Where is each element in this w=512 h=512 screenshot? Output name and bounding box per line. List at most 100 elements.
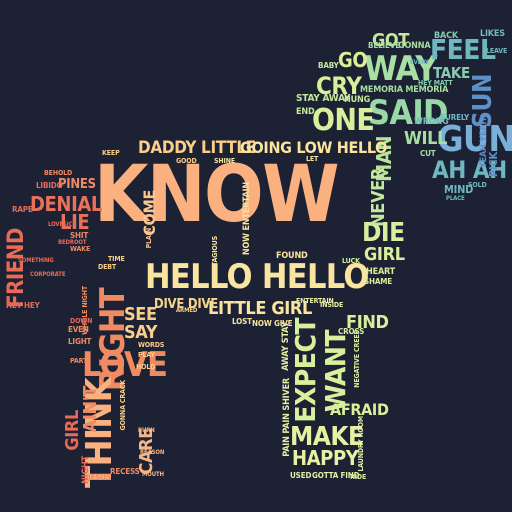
word-feel: FEEL <box>430 33 496 66</box>
word-likes: LIKES <box>480 29 505 39</box>
word-stay-away: STAY AWAY <box>296 93 351 104</box>
word-heart: HEART <box>366 267 396 277</box>
word-know: KNOW <box>94 150 340 240</box>
word-one: ONE <box>312 103 375 138</box>
word-friend: FRIEND <box>4 228 29 309</box>
word-every: EVERY <box>410 59 429 66</box>
word-hey-hey: HEY HEY <box>6 301 40 310</box>
word-lovesick: LOVESICK <box>48 221 77 228</box>
word-way: WAY <box>364 49 437 89</box>
word-die: DIE <box>362 218 405 248</box>
word-pain-pain-shiver: PAIN PAIN SHIVER <box>282 378 292 457</box>
word-see: SEE <box>124 304 157 325</box>
word-bedroot: BEDROOT <box>58 239 87 246</box>
word-love: LOVE <box>82 345 168 385</box>
word-gotta-find: GOTTA FIND <box>312 471 360 480</box>
word-debt: DEBT <box>98 263 117 271</box>
word-jesus: JESUS <box>88 473 112 482</box>
word-laundry-room: LAUNDRY ROOM <box>357 416 365 472</box>
word-whole-night: WHOLE NIGHT <box>81 286 89 335</box>
word-believe: BELIEVE <box>368 41 400 50</box>
word-hey-matt: HEY MATT <box>418 79 453 87</box>
word-wrong: WRONG <box>414 117 449 127</box>
word-place: PLACE <box>446 195 465 202</box>
word-find: FIND <box>346 312 389 333</box>
word-luck: LUCK <box>342 257 360 265</box>
word-girl-red: GIRL <box>62 410 83 451</box>
word-play: PLAY <box>138 351 155 359</box>
word-time: TIME <box>108 255 125 263</box>
word-hold: HOLD <box>136 363 156 371</box>
word-girl-green: GIRL <box>364 244 405 265</box>
word-cut: CUT <box>420 149 436 158</box>
word-shine: SHINE <box>214 157 236 165</box>
word-used: USED <box>290 471 312 480</box>
word-ah-ah: AH AH <box>432 156 507 184</box>
word-something: SOMETHING <box>18 257 54 264</box>
word-entertain: ENTERTAIN <box>296 297 334 305</box>
word-daddy-little: DADDY LITTLE <box>138 138 256 158</box>
word-even: EVEN <box>68 325 89 334</box>
word-sold: SOLD <box>468 181 487 189</box>
word-surely: SURELY <box>440 113 470 122</box>
word-down: DOWN <box>70 317 93 325</box>
word-aint: AIN'T <box>80 386 101 433</box>
word-expect: EXPECT <box>289 318 322 423</box>
word-pines: PINES <box>58 177 96 192</box>
word-baby: BABY <box>318 61 339 70</box>
word-said: SAID <box>368 93 448 133</box>
word-gonna: GONNA <box>398 41 431 51</box>
word-lost: LOST <box>232 317 252 326</box>
word-burn: BURN <box>138 427 155 434</box>
word-never: NEVER <box>368 168 389 227</box>
word-dive-dive: DIVE DIVE <box>154 297 218 312</box>
word-keep: KEEP <box>102 149 120 157</box>
word-libido: LIBIDO <box>36 181 63 190</box>
word-leave: LEAVE <box>486 47 508 55</box>
word-lie: LIE <box>60 210 90 234</box>
word-pick: PICK <box>487 152 500 177</box>
word-yeah-yeah: YEAH YEAH <box>479 118 489 169</box>
word-memoria: MEMORIA MEMORIA <box>360 85 449 95</box>
word-denial: DENIAL <box>30 192 102 216</box>
word-say: SAY <box>124 322 158 343</box>
word-shame: SHAME <box>364 277 393 286</box>
word-gun: GUN <box>437 119 512 160</box>
word-gonna-crack: GONNA CRACK <box>119 380 127 431</box>
word-afraid: AFRAID <box>330 400 389 419</box>
word-going-low-hello: GOING LOW HELLO <box>240 138 388 157</box>
word-take: TAKE <box>433 64 470 82</box>
word-cross: CROSS <box>338 327 365 336</box>
word-little-girl: LITTLE GIRL <box>208 298 313 319</box>
word-now-give: NOW GIVE <box>252 319 293 328</box>
word-back: BACK <box>434 31 458 41</box>
word-now-entertain: NOW ENTERTAIN <box>242 182 252 256</box>
word-make: MAKE <box>290 422 364 452</box>
word-mind: MIND <box>444 183 474 196</box>
word-plain: PLAIN <box>145 228 153 249</box>
word-ride: RIDE <box>350 473 367 481</box>
word-let: LET <box>306 155 319 163</box>
word-mouth: MOUTH <box>142 471 164 478</box>
word-inside: INSIDE <box>320 301 344 309</box>
word-behold: BEHOLD <box>44 169 73 177</box>
word-reason: REASON <box>140 449 165 456</box>
word-away-stay: AWAY STAY <box>281 322 291 371</box>
word-found: FOUND <box>276 251 308 261</box>
word-contagious: CONTAGIOUS <box>211 236 219 281</box>
word-shit: SHIT <box>70 231 89 240</box>
word-got: GOT <box>372 30 410 51</box>
word-corporate: CORPORATE <box>30 271 66 278</box>
word-happy: HAPPY <box>292 446 359 470</box>
word-negative-creep: NEGATIVE CREEP <box>353 330 361 388</box>
word-will: WILL <box>404 128 448 149</box>
word-light: LIGHT <box>68 337 92 346</box>
word-hung: HUNG <box>344 95 371 105</box>
word-cry: CRY <box>316 72 362 100</box>
word-words: WORDS <box>138 341 165 349</box>
word-armed: ARMED <box>176 307 198 314</box>
word-hello-hello: HELLO HELLO <box>145 257 369 297</box>
word-rape: RAPE <box>12 205 33 214</box>
word-part: PART <box>70 357 88 365</box>
